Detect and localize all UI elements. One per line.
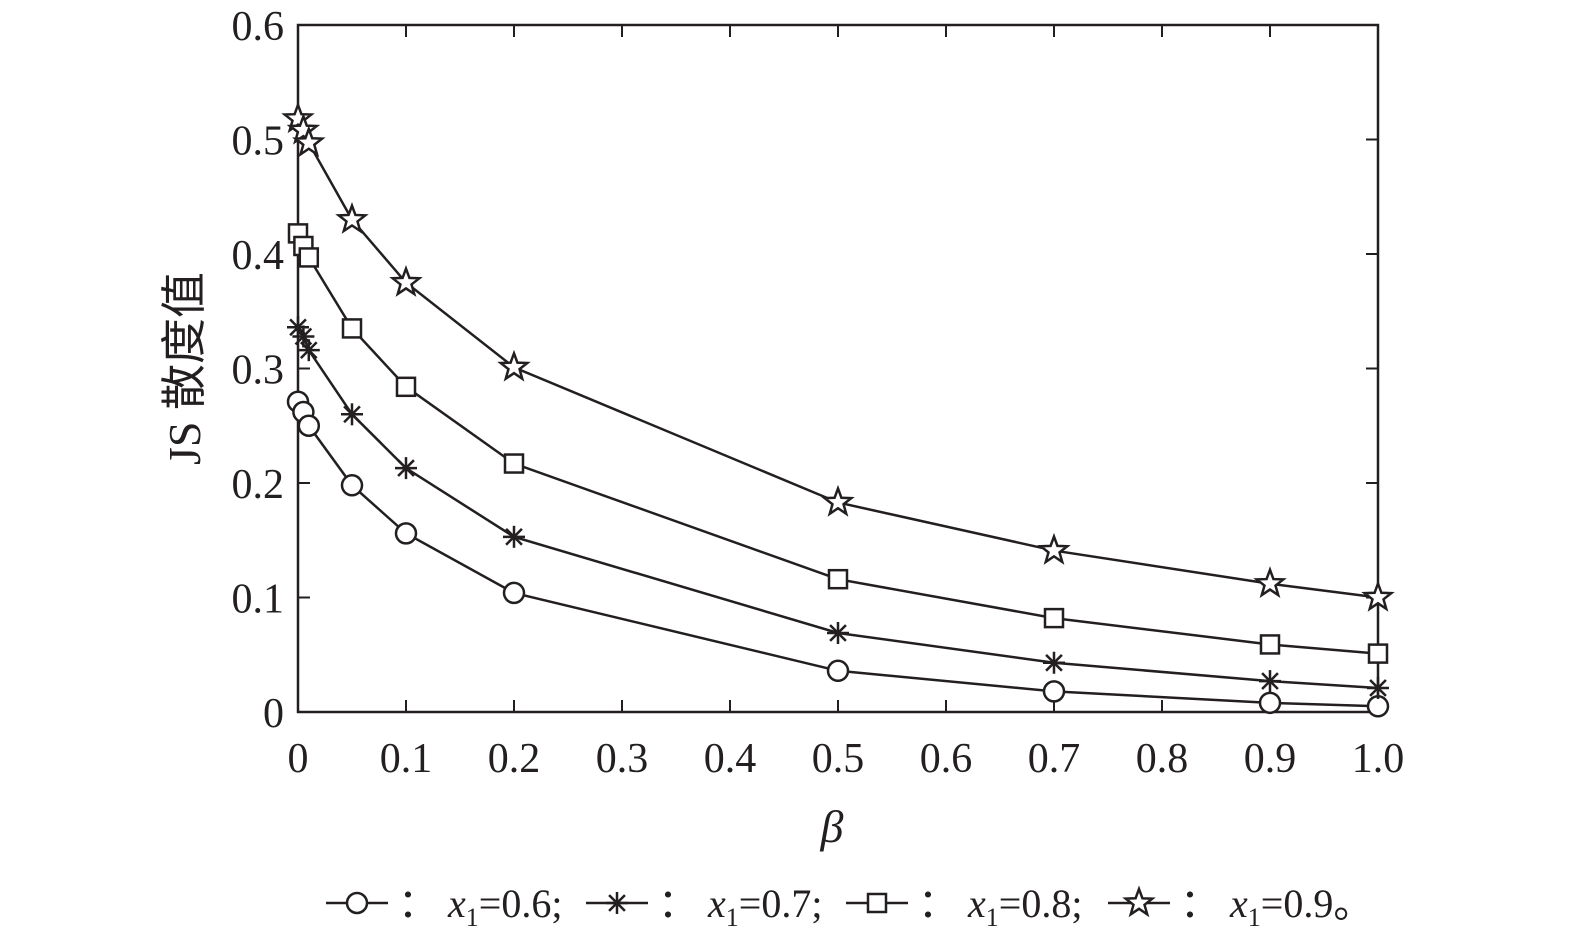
legend-label: ： x1=0.7; [658,881,822,932]
x-tick-label: 0.3 [596,736,649,782]
data-point-circle [826,659,850,683]
axis-ticks: 0 0.1 0.2 0.3 0.4 0.5 0.6 0.7 0.8 0.9 1.0 0 0.1 0.2 0.… [232,4,1405,782]
data-point-square [503,453,525,474]
data-point-asterisk [297,339,320,362]
data-point-square [1259,634,1281,655]
x-tick-label: 0.6 [920,736,973,782]
x-tick-label: 0.5 [812,736,865,782]
legend-label: ： x1=0.6; [398,881,562,932]
legend-marker-circle [345,891,369,915]
x-tick-label: 1.0 [1352,736,1405,782]
legend-marker-asterisk [606,892,628,914]
data-point-circle [394,522,418,545]
data-point-circle [1366,695,1390,718]
data-point-circle [1042,680,1066,703]
legend-marker-star [1122,885,1156,918]
legend-entry: ： x1=0.8; [846,881,1082,932]
data-point-square [341,318,363,339]
series-square [287,223,1389,664]
x-tick-label: 0.2 [488,736,541,782]
legend-entry: ： x1=0.6; [326,881,562,932]
data-point-star [1361,579,1395,612]
data-point-square [827,568,849,590]
data-point-square [1367,643,1389,664]
data-point-star [286,112,321,145]
data-point-circle [297,414,321,437]
series-asterisk [287,316,1389,699]
series-line [296,118,1379,599]
y-tick-label: 0 [263,691,284,737]
y-tick-label: 0.4 [232,233,285,279]
data-point-circle [1258,691,1282,715]
data-point-circle [340,474,364,497]
legend: ： x1=0.6; ： x1=0.7; ： x1=0.8; ： x1=0.9。 [326,881,1373,932]
series-line [296,232,1379,655]
data-point-asterisk [1367,676,1389,699]
data-point-asterisk [1043,651,1065,674]
y-tick-label: 0.1 [232,577,285,623]
x-tick-label: 0.9 [1244,736,1297,782]
data-point-circle [502,581,526,605]
x-axis-label: β [820,801,844,852]
series-circle [286,390,1390,718]
x-tick-label: 0.4 [704,736,757,782]
y-tick-label: 0.2 [232,462,285,508]
data-point-star [821,484,855,517]
y-tick-label: 0.6 [232,4,285,50]
data-point-asterisk [827,621,849,644]
legend-marker-square [866,892,888,914]
data-point-square [395,376,417,398]
series-line [296,326,1379,690]
x-tick-label: 0 [288,736,309,782]
data-point-asterisk [395,457,417,480]
data-point-square [1043,607,1065,629]
x-tick-label: 0.7 [1028,736,1081,782]
x-tick-label: 0.1 [380,736,433,782]
data-point-star [389,264,423,297]
data-point-asterisk [503,525,525,548]
data-point-star [1253,566,1287,599]
legend-label: ： x1=0.9。 [1180,881,1373,932]
y-tick-label: 0.3 [232,348,285,394]
data-point-star [292,125,326,158]
y-axis-label: JS 散度值 [159,272,210,465]
data-point-star [335,202,369,234]
plot-frame [296,23,1380,714]
data-point-star [1037,532,1071,565]
legend-entry: ： x1=0.9。 [1108,881,1373,932]
data-point-star [497,349,531,382]
series-lines [281,101,1395,718]
y-tick-label: 0.5 [232,119,285,165]
legend-label: ： x1=0.8; [918,881,1082,932]
data-point-asterisk [1259,670,1281,693]
data-point-square [298,247,320,268]
plot-area-border [296,23,1380,714]
x-tick-label: 0.8 [1136,736,1189,782]
legend-entry: ： x1=0.7; [586,881,822,932]
series-star [281,101,1395,612]
data-point-asterisk [341,403,363,426]
